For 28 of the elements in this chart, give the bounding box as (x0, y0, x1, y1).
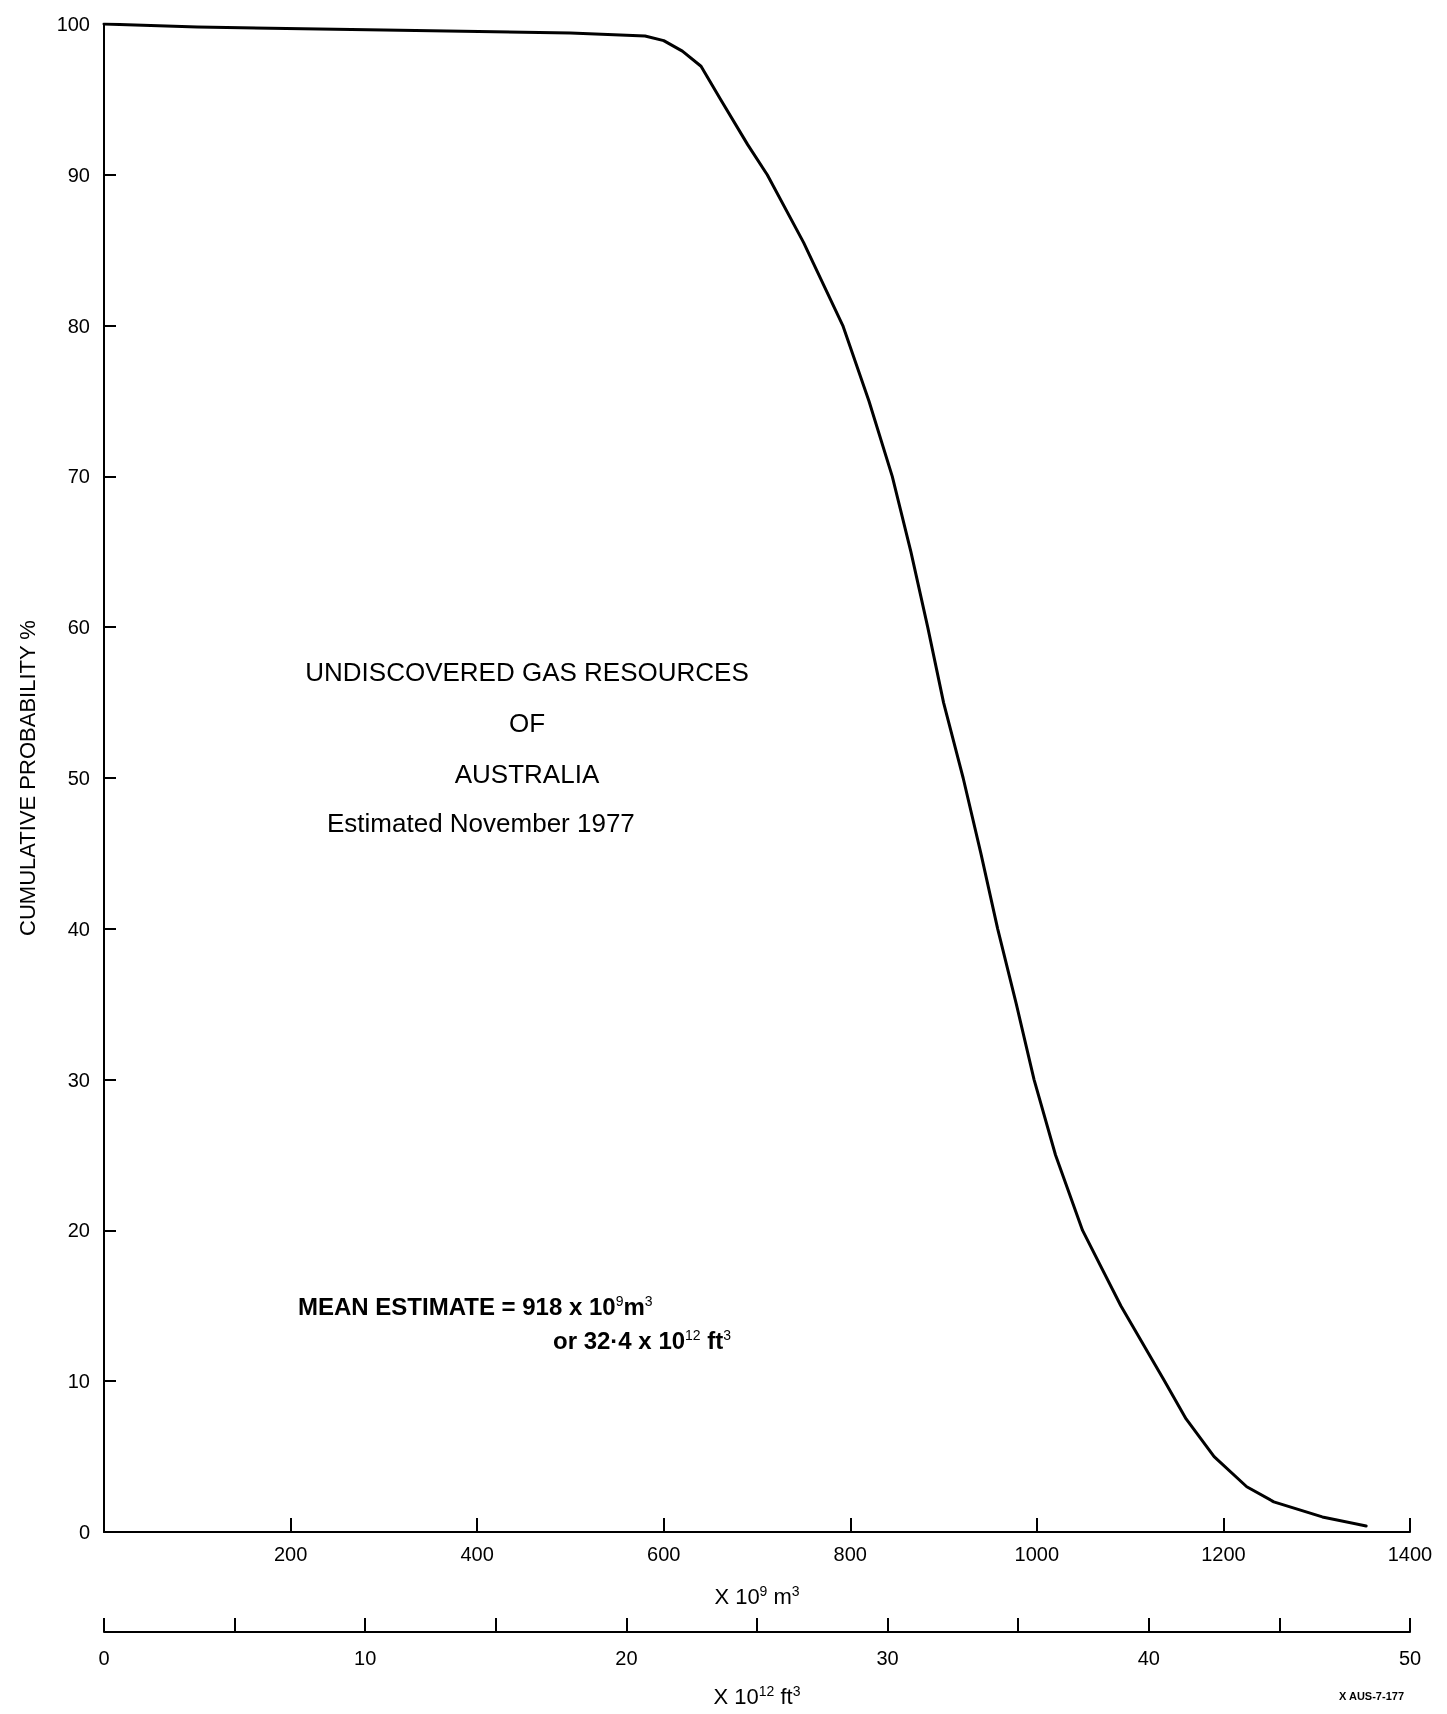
y-axis-title: CUMULATIVE PROBABILITY % (14, 620, 40, 936)
x-tick-label: 1400 (1387, 1543, 1433, 1565)
x2-tick-label: 10 (354, 1647, 377, 1669)
x2-tick-label: 40 (1137, 1647, 1160, 1669)
x2-tick-label: 20 (615, 1647, 638, 1669)
y-tick-label: 40 (67, 917, 90, 940)
text: UNDISCOVERED GAS RESOURCES OF AUSTRALIA (305, 656, 749, 789)
x2-tick-label: 0 (98, 1647, 110, 1669)
x-tick-label: 600 (647, 1543, 681, 1565)
y-tick-label: 60 (67, 616, 90, 639)
y-tick-label: 90 (67, 163, 90, 186)
x2-tick-label: 50 (1398, 1647, 1422, 1669)
text: X AUS-7-177 (1339, 1689, 1405, 1702)
x-tick-label: 800 (833, 1543, 867, 1565)
x-tick-label: 200 (273, 1543, 308, 1565)
y-tick-label: 100 (56, 13, 90, 35)
y-tick-label: 70 (67, 465, 90, 488)
y-tick-label: 20 (67, 1219, 90, 1242)
x-tick-label: 1000 (1014, 1543, 1060, 1565)
x-tick-label: 400 (460, 1543, 494, 1565)
text: Estimated November 1977 (327, 808, 635, 838)
x-tick-label: 1200 (1201, 1543, 1246, 1565)
y-tick-label: 0 (78, 1521, 90, 1543)
x2-tick-label: 30 (876, 1647, 899, 1669)
y-tick-label: 80 (67, 314, 90, 337)
y-tick-label: 50 (67, 767, 90, 789)
y-tick-label: 10 (67, 1370, 90, 1393)
y-tick-label: 30 (67, 1068, 90, 1091)
